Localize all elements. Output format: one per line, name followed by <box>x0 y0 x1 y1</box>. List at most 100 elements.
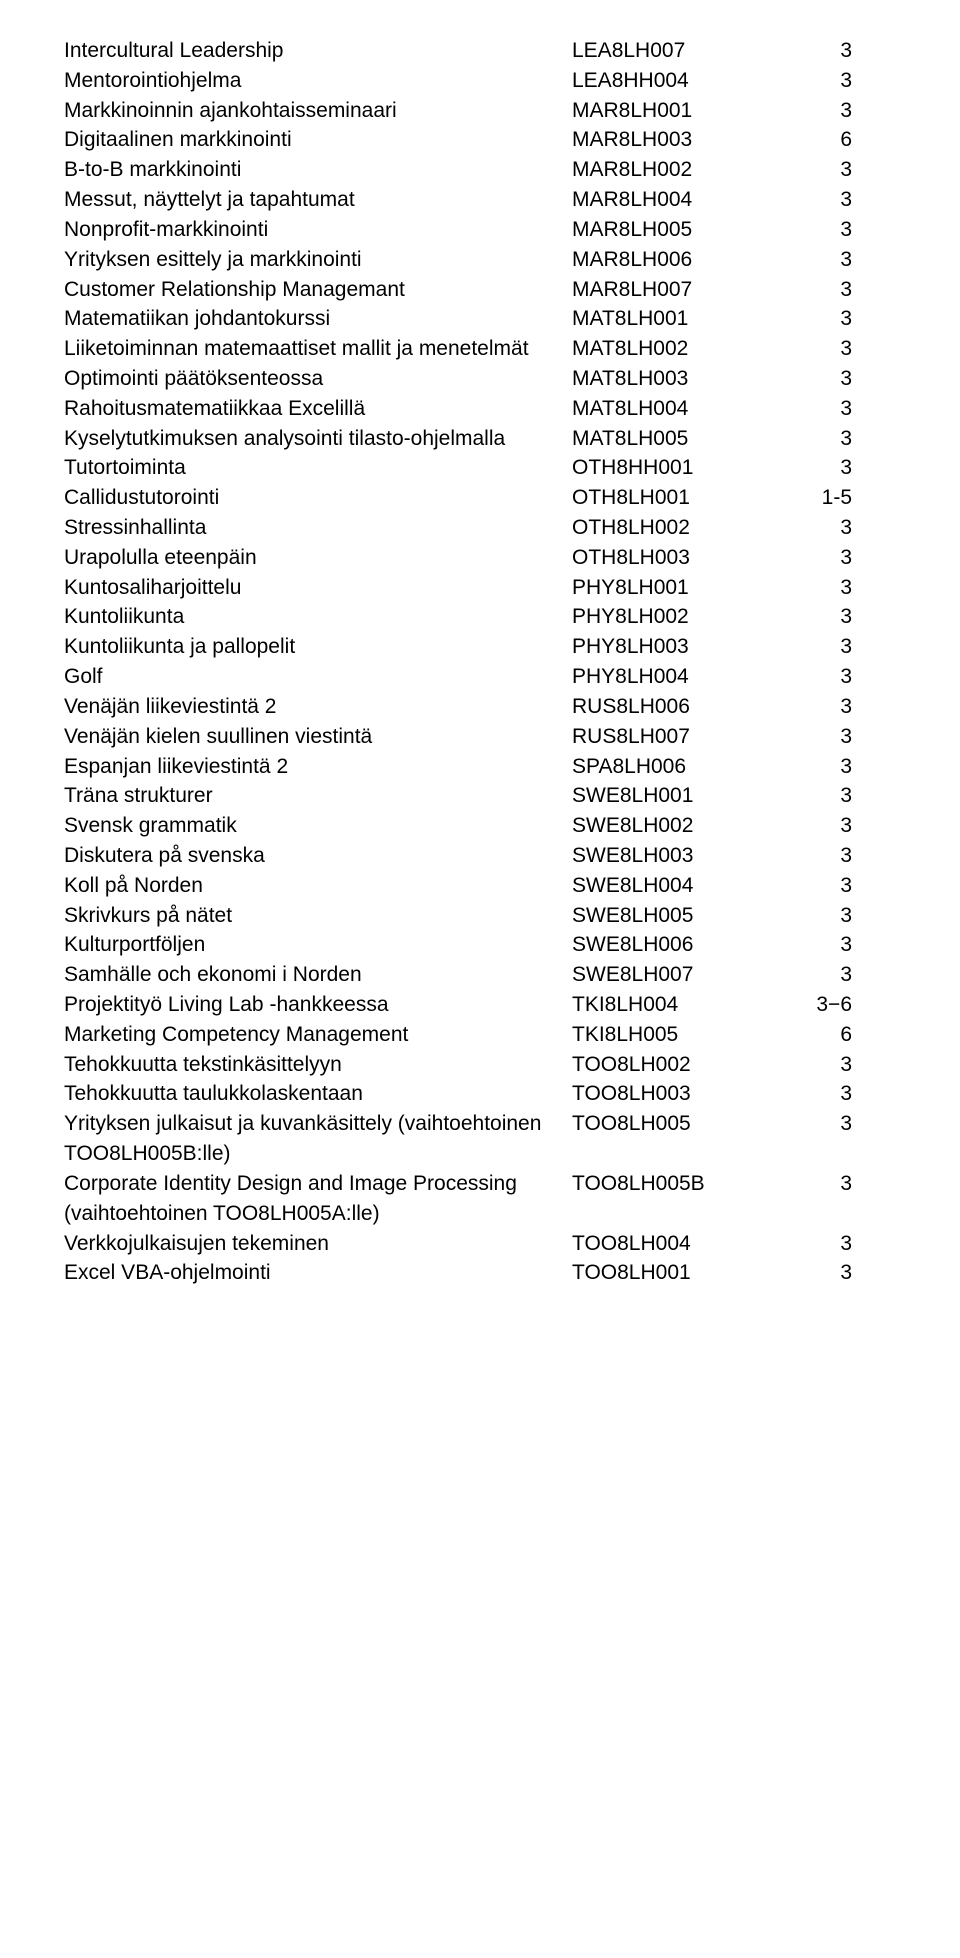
course-credits: 3 <box>752 304 862 334</box>
course-code: PHY8LH003 <box>572 632 752 662</box>
course-code: SWE8LH001 <box>572 781 752 811</box>
course-credits: 3 <box>752 871 862 901</box>
table-row: KulturportföljenSWE8LH0063 <box>64 930 896 960</box>
table-row: Digitaalinen markkinointiMAR8LH0036 <box>64 125 896 155</box>
course-code: PHY8LH002 <box>572 602 752 632</box>
course-name: Projektityö Living Lab -hankkeessa <box>64 990 572 1020</box>
course-credits: 3 <box>752 185 862 215</box>
course-name: Customer Relationship Managemant <box>64 275 572 305</box>
course-name: Kyselytutkimuksen analysointi tilasto-oh… <box>64 424 572 454</box>
course-code: MAR8LH001 <box>572 96 752 126</box>
course-code: MAT8LH004 <box>572 394 752 424</box>
table-row: CallidustutorointiOTH8LH0011-5 <box>64 483 896 513</box>
course-credits: 3 <box>752 573 862 603</box>
course-credits: 3 <box>752 96 862 126</box>
table-row: Kyselytutkimuksen analysointi tilasto-oh… <box>64 424 896 454</box>
table-row: B-to-B markkinointiMAR8LH0023 <box>64 155 896 185</box>
table-row: Venäjän kielen suullinen viestintäRUS8LH… <box>64 722 896 752</box>
table-row: Koll på NordenSWE8LH0043 <box>64 871 896 901</box>
course-credits: 3 <box>752 513 862 543</box>
course-code: TOO8LH001 <box>572 1258 752 1288</box>
table-row: Träna strukturerSWE8LH0013 <box>64 781 896 811</box>
course-credits: 3 <box>752 1258 862 1288</box>
course-name: Koll på Norden <box>64 871 572 901</box>
table-row: StressinhallintaOTH8LH0023 <box>64 513 896 543</box>
course-code: SWE8LH006 <box>572 930 752 960</box>
course-code: RUS8LH006 <box>572 692 752 722</box>
table-row: Venäjän liikeviestintä 2RUS8LH0063 <box>64 692 896 722</box>
course-name: Diskutera på svenska <box>64 841 572 871</box>
table-row: Excel VBA-ohjelmointiTOO8LH0013 <box>64 1258 896 1288</box>
course-credits: 3 <box>752 36 862 66</box>
course-table: Intercultural LeadershipLEA8LH0073Mentor… <box>0 0 960 1328</box>
course-code: TKI8LH004 <box>572 990 752 1020</box>
course-credits: 3 <box>752 215 862 245</box>
course-code: OTH8HH001 <box>572 453 752 483</box>
table-row: Verkkojulkaisujen tekeminenTOO8LH0043 <box>64 1229 896 1259</box>
course-credits: 3 <box>752 752 862 782</box>
course-name: Espanjan liikeviestintä 2 <box>64 752 572 782</box>
course-code: MAR8LH007 <box>572 275 752 305</box>
course-credits: 3 <box>752 155 862 185</box>
course-credits: 6 <box>752 125 862 155</box>
course-code: PHY8LH001 <box>572 573 752 603</box>
course-code: TOO8LH005B <box>572 1169 752 1199</box>
course-credits: 6 <box>752 1020 862 1050</box>
table-row: Samhälle och ekonomi i NordenSWE8LH0073 <box>64 960 896 990</box>
course-code: MAT8LH001 <box>572 304 752 334</box>
course-code: RUS8LH007 <box>572 722 752 752</box>
course-credits: 3 <box>752 632 862 662</box>
course-code: MAR8LH005 <box>572 215 752 245</box>
course-name: Kuntoliikunta ja pallopelit <box>64 632 572 662</box>
course-credits: 3 <box>752 1169 862 1199</box>
course-name: Kuntosaliharjoittelu <box>64 573 572 603</box>
table-row: Rahoitusmatematiikkaa ExcelilläMAT8LH004… <box>64 394 896 424</box>
course-credits: 3 <box>752 811 862 841</box>
course-code: OTH8LH001 <box>572 483 752 513</box>
course-code: TOO8LH004 <box>572 1229 752 1259</box>
course-name: Tehokkuutta tekstinkäsittelyyn <box>64 1050 572 1080</box>
course-code: MAR8LH006 <box>572 245 752 275</box>
course-credits: 3 <box>752 662 862 692</box>
table-row: Messut, näyttelyt ja tapahtumatMAR8LH004… <box>64 185 896 215</box>
course-credits: 3 <box>752 394 862 424</box>
course-name: Kulturportföljen <box>64 930 572 960</box>
table-row: Tehokkuutta taulukkolaskentaanTOO8LH0033 <box>64 1079 896 1109</box>
course-code: MAT8LH005 <box>572 424 752 454</box>
course-code: MAR8LH004 <box>572 185 752 215</box>
course-name: Digitaalinen markkinointi <box>64 125 572 155</box>
course-name: Yrityksen esittely ja markkinointi <box>64 245 572 275</box>
course-credits: 3 <box>752 1109 862 1139</box>
table-row: Svensk grammatikSWE8LH0023 <box>64 811 896 841</box>
course-credits: 3 <box>752 245 862 275</box>
table-row: Yrityksen julkaisut ja kuvankäsittely (v… <box>64 1109 896 1169</box>
course-credits: 3 <box>752 1229 862 1259</box>
course-credits: 3 <box>752 1079 862 1109</box>
course-credits: 3 <box>752 781 862 811</box>
course-name: Skrivkurs på nätet <box>64 901 572 931</box>
table-row: Espanjan liikeviestintä 2SPA8LH0063 <box>64 752 896 782</box>
course-credits: 3 <box>752 66 862 96</box>
course-name: Träna strukturer <box>64 781 572 811</box>
course-name: Excel VBA-ohjelmointi <box>64 1258 572 1288</box>
course-credits: 1-5 <box>752 483 862 513</box>
course-credits: 3 <box>752 453 862 483</box>
course-credits: 3 <box>752 841 862 871</box>
course-credits: 3 <box>752 960 862 990</box>
course-credits: 3 <box>752 364 862 394</box>
table-row: MentorointiohjelmaLEA8HH0043 <box>64 66 896 96</box>
table-row: KuntosaliharjoitteluPHY8LH0013 <box>64 573 896 603</box>
table-row: KuntoliikuntaPHY8LH0023 <box>64 602 896 632</box>
course-credits: 3 <box>752 1050 862 1080</box>
table-row: Markkinoinnin ajankohtaisseminaariMAR8LH… <box>64 96 896 126</box>
course-code: SWE8LH004 <box>572 871 752 901</box>
table-row: Optimointi päätöksenteossaMAT8LH0033 <box>64 364 896 394</box>
course-credits: 3 <box>752 930 862 960</box>
course-name: Kuntoliikunta <box>64 602 572 632</box>
table-row: Kuntoliikunta ja pallopelitPHY8LH0033 <box>64 632 896 662</box>
course-name: Liiketoiminnan matemaattiset mallit ja m… <box>64 334 572 364</box>
course-code: PHY8LH004 <box>572 662 752 692</box>
course-name: Messut, näyttelyt ja tapahtumat <box>64 185 572 215</box>
course-credits: 3 <box>752 722 862 752</box>
course-code: SWE8LH003 <box>572 841 752 871</box>
